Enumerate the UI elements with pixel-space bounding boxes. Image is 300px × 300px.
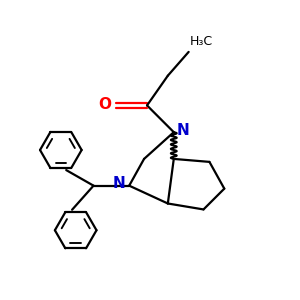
Text: O: O (98, 97, 111, 112)
Text: N: N (177, 123, 190, 138)
Text: N: N (113, 176, 126, 191)
Text: H₃C: H₃C (190, 35, 213, 48)
